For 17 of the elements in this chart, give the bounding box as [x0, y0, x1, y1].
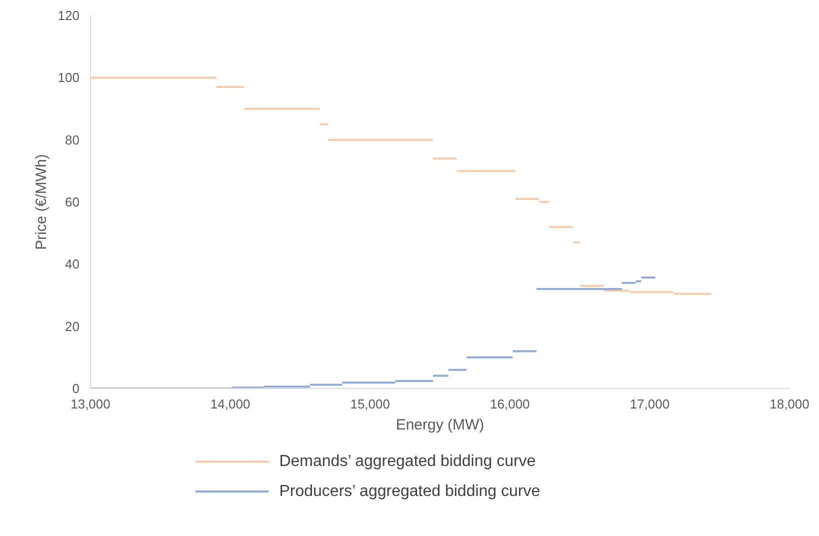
y-tick-label: 0 [72, 381, 80, 396]
y-tick-label: 40 [65, 256, 80, 272]
y-tick-label: 20 [65, 318, 80, 334]
x-tick-label: 18,000 [770, 396, 810, 412]
legend-label: Demands’ aggregated bidding curve [279, 453, 536, 470]
x-tick-label: 14,000 [210, 396, 250, 412]
legend-label: Producers’ aggregated bidding curve [279, 483, 540, 500]
y-axis-title: Price (€/MWh) [32, 154, 50, 250]
x-tick-label: 16,000 [490, 396, 530, 412]
x-tick-label: 15,000 [350, 396, 390, 412]
y-tick-label: 100 [58, 70, 80, 86]
x-axis-title: Energy (MW) [396, 416, 484, 434]
x-tick-label: 13,000 [70, 396, 110, 412]
y-tick-label: 60 [65, 194, 80, 210]
x-tick-label: 17,000 [630, 396, 670, 412]
y-tick-label: 120 [58, 8, 80, 23]
y-tick-label: 80 [65, 132, 80, 148]
